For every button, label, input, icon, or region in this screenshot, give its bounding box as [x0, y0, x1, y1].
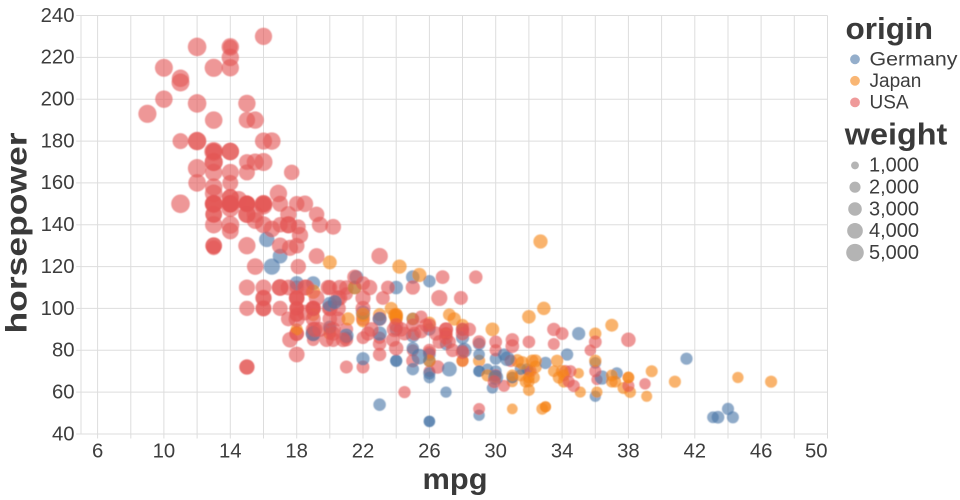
svg-text:160: 160 — [41, 172, 75, 194]
svg-text:Japan: Japan — [870, 71, 922, 92]
svg-text:1,000: 1,000 — [869, 155, 919, 177]
svg-text:10: 10 — [153, 441, 176, 463]
svg-text:42: 42 — [684, 441, 707, 463]
svg-text:4,000: 4,000 — [869, 220, 919, 242]
svg-text:Germany: Germany — [870, 49, 959, 70]
svg-text:5,000: 5,000 — [869, 242, 919, 264]
svg-text:140: 140 — [41, 214, 75, 236]
svg-text:180: 180 — [41, 130, 75, 152]
svg-text:120: 120 — [41, 256, 75, 278]
svg-text:240: 240 — [41, 5, 75, 27]
svg-text:mpg: mpg — [423, 463, 488, 496]
svg-text:horsepower: horsepower — [1, 132, 34, 334]
svg-text:46: 46 — [750, 441, 773, 463]
svg-text:40: 40 — [52, 423, 75, 445]
svg-text:30: 30 — [484, 441, 507, 463]
svg-text:38: 38 — [617, 441, 640, 463]
svg-text:22: 22 — [352, 441, 375, 463]
svg-text:220: 220 — [41, 47, 75, 69]
svg-text:6: 6 — [92, 441, 103, 463]
svg-text:50: 50 — [805, 441, 828, 463]
svg-text:34: 34 — [551, 441, 574, 463]
svg-text:100: 100 — [41, 298, 75, 320]
svg-text:2,000: 2,000 — [869, 177, 919, 199]
svg-text:80: 80 — [52, 340, 75, 362]
svg-text:200: 200 — [41, 89, 75, 111]
svg-text:14: 14 — [219, 441, 242, 463]
svg-text:USA: USA — [870, 92, 909, 113]
svg-text:3,000: 3,000 — [869, 198, 919, 220]
svg-text:origin: origin — [846, 11, 934, 46]
svg-text:weight: weight — [844, 116, 948, 151]
svg-text:18: 18 — [285, 441, 308, 463]
svg-text:26: 26 — [418, 441, 441, 463]
svg-text:60: 60 — [52, 381, 75, 403]
